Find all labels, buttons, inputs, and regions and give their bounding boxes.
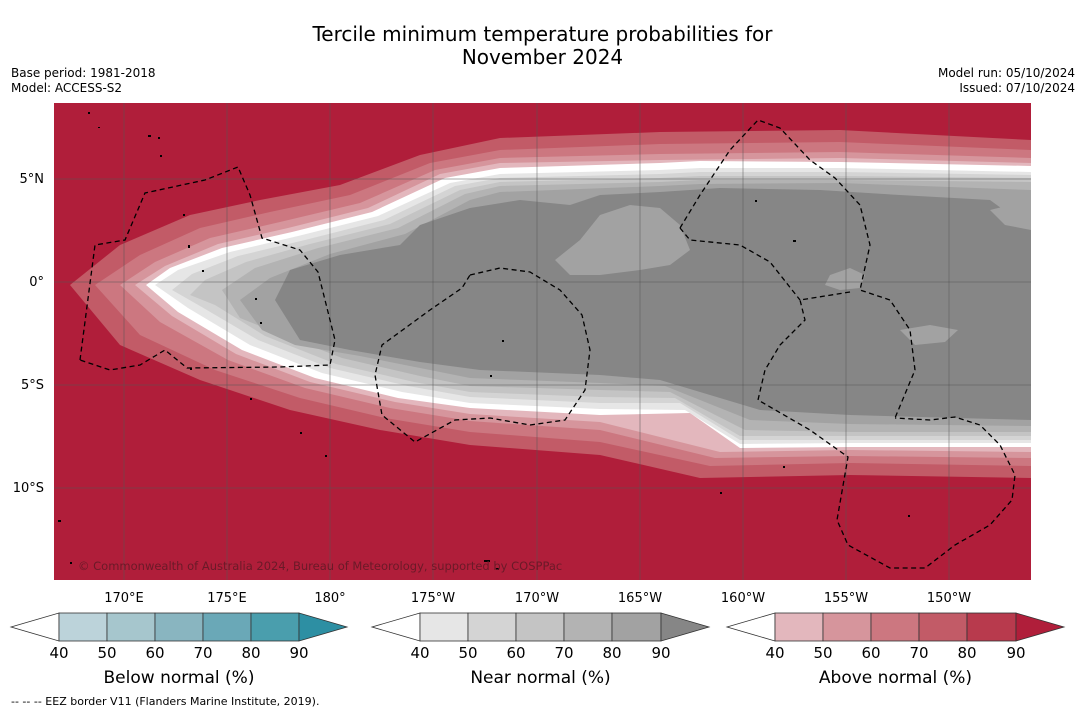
colorbar-below-seg-60 xyxy=(154,612,204,642)
colorbar-above-tick-90: 90 xyxy=(1006,644,1025,662)
colorbar-above-seg-60 xyxy=(870,612,920,642)
colorbar-below-tick-60: 60 xyxy=(145,644,164,662)
colorbar-below-tick-90: 90 xyxy=(289,644,308,662)
lon-label-170e: 170°E xyxy=(104,591,144,606)
lon-label-165w: 165°W xyxy=(618,591,662,606)
colorbar-near-tick-70: 70 xyxy=(554,644,573,662)
issued-date: Issued: 07/10/2024 xyxy=(959,81,1075,95)
graticule xyxy=(54,103,1031,580)
colorbar-below xyxy=(9,612,349,642)
colorbar-near-tick-50: 50 xyxy=(458,644,477,662)
colorbar-above-seg-50 xyxy=(822,612,872,642)
colorbar-below-seg-80 xyxy=(250,612,300,642)
colorbar-near-tick-40: 40 xyxy=(410,644,429,662)
colorbar-near-seg-80 xyxy=(611,612,662,642)
colorbar-below-label: Below normal (%) xyxy=(103,668,255,688)
colorbar-near-tick-90: 90 xyxy=(651,644,670,662)
chart-title-line2: November 2024 xyxy=(461,45,624,69)
colorbar-near-upper-triangle xyxy=(660,612,711,642)
colorbar-near-tick-80: 80 xyxy=(602,644,621,662)
colorbar-above-tick-80: 80 xyxy=(957,644,976,662)
colorbar-above-seg-40 xyxy=(774,612,824,642)
lon-label-170w: 170°W xyxy=(515,591,559,606)
lat-label-5s: 5°S xyxy=(21,378,44,393)
lat-label-0: 0° xyxy=(29,275,44,290)
near-patch-80b xyxy=(825,268,865,290)
colorbar-below-seg-40 xyxy=(58,612,108,642)
colorbar-below-upper-triangle xyxy=(298,612,349,642)
colorbar-below-tick-80: 80 xyxy=(241,644,260,662)
colorbar-above-seg-80 xyxy=(966,612,1017,642)
colorbar-near-seg-50 xyxy=(467,612,517,642)
colorbar-near-seg-70 xyxy=(563,612,613,642)
colorbar-below-tick-70: 70 xyxy=(193,644,212,662)
colorbar-above-tick-40: 40 xyxy=(765,644,784,662)
colorbar-above-label: Above normal (%) xyxy=(818,668,973,688)
near-band-90 xyxy=(275,188,1031,420)
colorbar-near-lower-triangle xyxy=(370,612,421,642)
lon-label-180: 180° xyxy=(314,591,345,606)
lon-label-155w: 155°W xyxy=(824,591,868,606)
colorbar-below-seg-50 xyxy=(106,612,156,642)
lon-label-175w: 175°W xyxy=(411,591,455,606)
eez-borders xyxy=(79,119,1016,569)
colorbar-above-tick-70: 70 xyxy=(909,644,928,662)
model-run-date: Model run: 05/10/2024 xyxy=(937,66,1075,80)
near-patch-80a xyxy=(555,205,690,275)
base-period: Base period: 1981-2018 xyxy=(11,66,156,80)
islands xyxy=(58,112,910,570)
lon-label-150w: 150°W xyxy=(927,591,971,606)
colorbar-near-tick-60: 60 xyxy=(506,644,525,662)
colorbar-below-tick-50: 50 xyxy=(97,644,116,662)
colorbar-above-lower-triangle xyxy=(725,612,776,642)
lon-label-175e: 175°E xyxy=(207,591,247,606)
colorbar-above-tick-60: 60 xyxy=(861,644,880,662)
colorbar-near-label: Near normal (%) xyxy=(470,668,611,688)
colorbar-above-tick-50: 50 xyxy=(813,644,832,662)
chart-title-line1: Tercile minimum temperature probabilitie… xyxy=(312,22,773,46)
colorbar-near xyxy=(370,612,711,642)
colorbar-below-lower-triangle xyxy=(9,612,60,642)
colorbar-near-seg-40 xyxy=(419,612,469,642)
lat-label-10s: 10°S xyxy=(13,481,44,496)
copyright-notice: © Commonwealth of Australia 2024, Bureau… xyxy=(78,559,562,573)
colorbar-above-upper-triangle xyxy=(1015,612,1066,642)
colorbar-above xyxy=(725,612,1066,642)
model-name: Model: ACCESS-S2 xyxy=(11,81,123,95)
lat-label-5n: 5°N xyxy=(20,172,45,187)
colorbar-below-tick-40: 40 xyxy=(49,644,68,662)
colorbar-above-seg-70 xyxy=(918,612,968,642)
near-patch-80d xyxy=(990,200,1031,230)
lon-label-160w: 160°W xyxy=(721,591,765,606)
colorbar-near-seg-60 xyxy=(515,612,565,642)
colorbar-below-seg-70 xyxy=(202,612,252,642)
eez-footnote: -- -- -- EEZ border V11 (Flanders Marine… xyxy=(11,695,320,708)
near-patch-80c xyxy=(900,325,958,345)
